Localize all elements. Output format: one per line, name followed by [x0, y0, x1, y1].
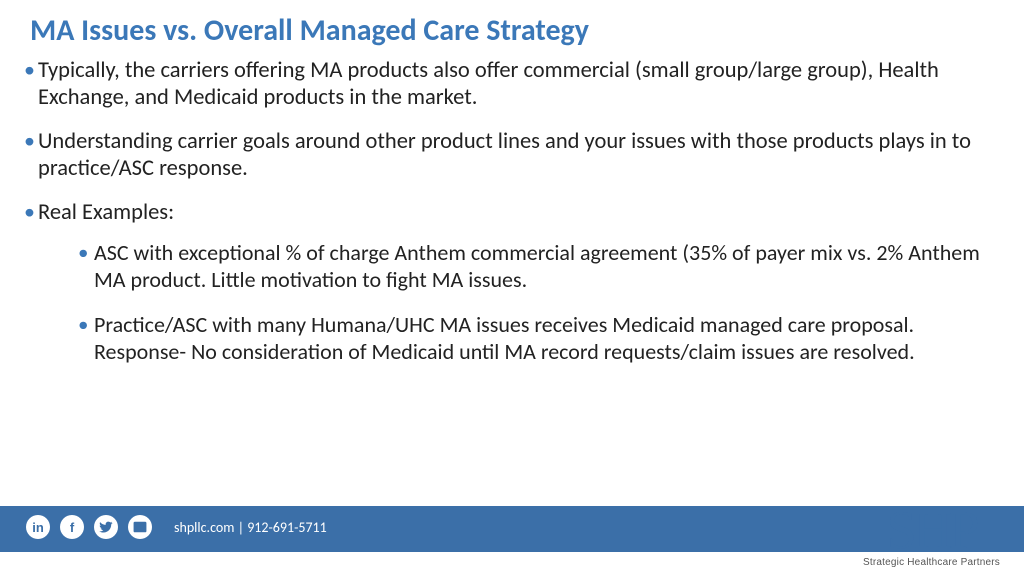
youtube-icon[interactable] [128, 515, 152, 539]
bullet-item: Typically, the carriers offering MA prod… [24, 57, 1000, 112]
bullet-item: Understanding carrier goals around other… [24, 128, 1000, 183]
sub-bullet-item: ASC with exceptional % of charge Anthem … [78, 240, 1000, 294]
bullet-text: Typically, the carriers offering MA prod… [38, 57, 939, 111]
slide-title: MA Issues vs. Overall Managed Care Strat… [0, 0, 1024, 57]
sub-bullet-text: ASC with exceptional % of charge Anthem … [94, 239, 980, 293]
bullet-text: Understanding carrier goals around other… [38, 128, 971, 182]
slide-content: Typically, the carriers offering MA prod… [0, 57, 1024, 366]
logo-main-text: SHP [863, 506, 1000, 555]
slide: MA Issues vs. Overall Managed Care Strat… [0, 0, 1024, 576]
company-logo: SHP Strategic Healthcare Partners [863, 506, 1000, 568]
bullet-text: Real Examples: [38, 199, 174, 226]
facebook-icon[interactable]: f [60, 515, 84, 539]
sub-bullet-item: Practice/ASC with many Humana/UHC MA iss… [78, 312, 1000, 366]
footer-text: shpllc.com | 912-691-5711 [174, 519, 327, 536]
twitter-icon[interactable] [94, 515, 118, 539]
bullet-item: Real Examples: ASC with exceptional % of… [24, 199, 1000, 366]
linkedin-icon[interactable]: in [26, 515, 50, 539]
sub-bullet-text: Practice/ASC with many Humana/UHC MA iss… [94, 311, 915, 365]
